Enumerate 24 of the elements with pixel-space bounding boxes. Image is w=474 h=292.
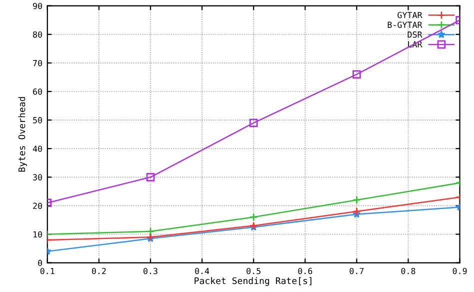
x-tick-label: 0.4	[195, 268, 210, 274]
x-tick-label: 0.8	[401, 268, 416, 274]
y-tick-label: 80	[33, 31, 42, 38]
y-tick-label: 70	[33, 60, 42, 66]
y-tick-label: 0	[38, 260, 42, 266]
x-axis-title: Packet Sending Rate[s]	[194, 277, 312, 286]
y-tick-label: 40	[32, 146, 42, 152]
legend-label: GYTAR	[398, 12, 422, 18]
x-tick-label: 0.2	[92, 268, 106, 274]
x-tick-label: 0.3	[144, 268, 158, 274]
x-tick-label: 0.9	[452, 268, 467, 274]
x-tick-label: 0.7	[350, 268, 364, 274]
y-tick-label: 20	[33, 202, 42, 210]
y-tick-label: 30	[33, 174, 42, 180]
y-axis-title: Bytes Overhead	[18, 97, 27, 172]
y-tick-label: 50	[33, 117, 42, 124]
y-tick-label: 90	[33, 2, 42, 10]
y-tick-label: 60	[33, 88, 42, 95]
x-tick-label: 0.5	[246, 268, 260, 274]
x-tick-label: 0.6	[298, 268, 312, 274]
y-tick-label: 10	[34, 231, 42, 238]
legend-label: B-GYTAR	[388, 22, 422, 28]
legend-label: DSR	[408, 31, 422, 38]
x-tick-label: 0.1	[40, 268, 54, 274]
